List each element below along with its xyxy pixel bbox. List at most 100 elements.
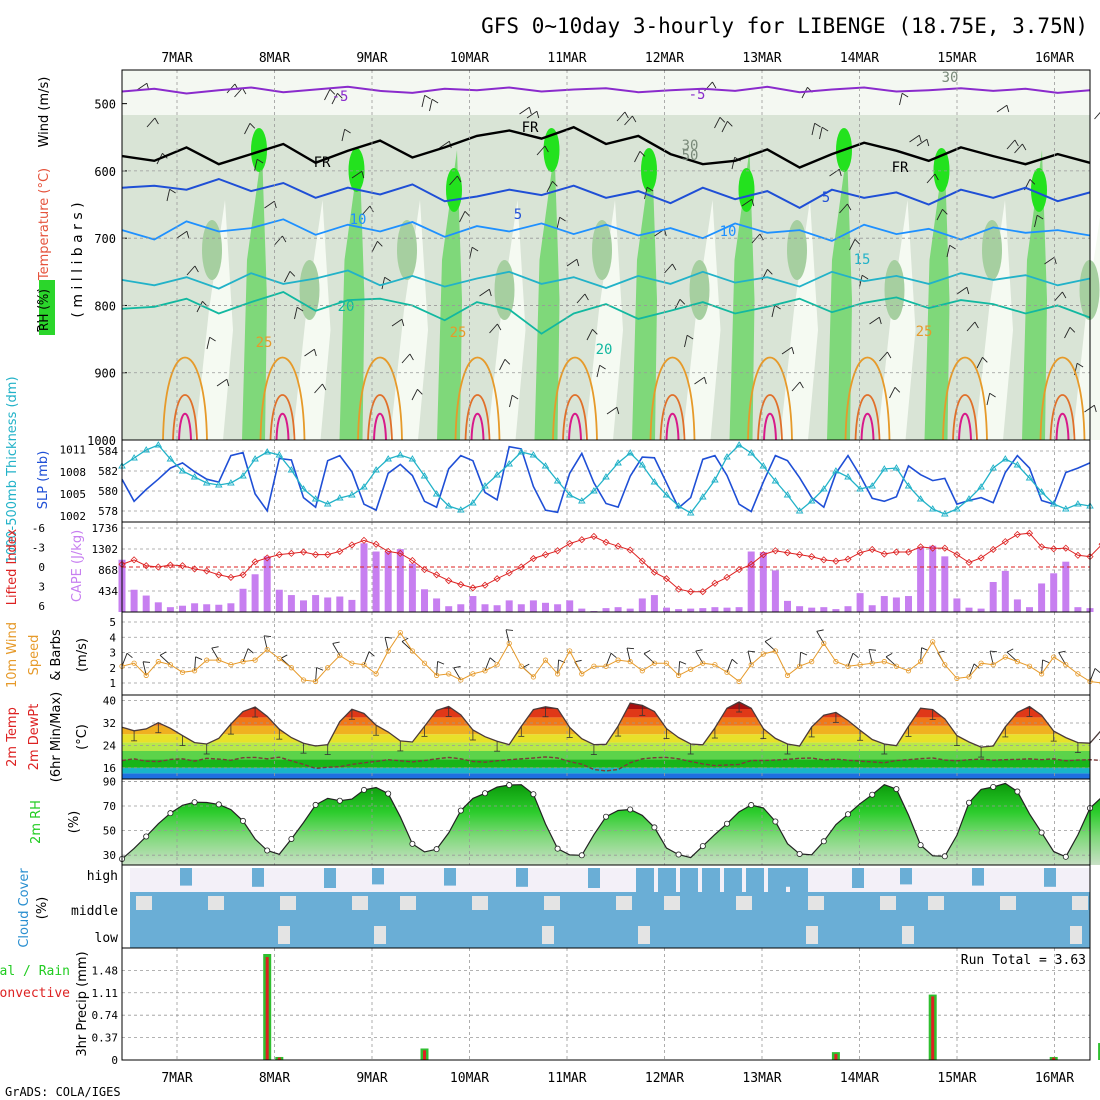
wind-barb <box>256 158 264 164</box>
lifted-index-point <box>457 580 465 589</box>
cape-bar <box>856 593 864 612</box>
wind-barb <box>791 381 801 392</box>
lifted-index-point <box>239 571 247 579</box>
cape-bar <box>578 608 586 612</box>
wind-barb <box>982 356 988 363</box>
wind-barb <box>632 115 637 123</box>
lifted-index-point <box>650 568 658 576</box>
cape-bar <box>372 551 380 612</box>
wind-speed-point <box>1002 654 1008 660</box>
wind-barb <box>166 189 171 202</box>
cloud-high-cell <box>658 868 676 892</box>
cloud-high-cell <box>324 868 336 888</box>
lifted-index-point <box>166 561 174 569</box>
wind-barb <box>634 151 641 163</box>
wind-barb <box>936 209 943 221</box>
isotherm-25 <box>649 356 696 441</box>
wind-speed-point <box>143 672 149 678</box>
cape-bar <box>989 582 997 612</box>
wind-barb <box>284 271 291 283</box>
lifted-index-point <box>880 550 888 558</box>
rh-point <box>578 852 585 859</box>
y-tick-label: 32 <box>103 717 116 730</box>
rh-point <box>1038 829 1045 836</box>
cape-bar <box>239 588 247 612</box>
wind-barb <box>546 181 553 193</box>
thickness-point <box>239 472 247 479</box>
cloud-mid-clear <box>472 896 488 910</box>
cape-bar <box>433 598 441 612</box>
rh-point <box>820 838 827 845</box>
ylabel-precip-unit: 3hr Precip (mm) <box>75 951 90 1056</box>
thickness-point <box>1037 488 1046 495</box>
wind-barb <box>437 660 445 665</box>
rh-point <box>239 817 246 824</box>
lifted-index-point <box>989 545 997 554</box>
wind-barb <box>759 233 764 241</box>
contour-label: 20 <box>338 299 355 315</box>
wind-barb <box>1006 105 1010 113</box>
y-tick-label: 1011 <box>60 444 87 457</box>
wind-barb <box>1014 139 1019 147</box>
wind-barb <box>509 395 513 408</box>
thickness-point <box>311 495 320 502</box>
thickness-point <box>287 466 296 473</box>
thickness-point <box>747 449 755 456</box>
thickness-point <box>844 473 852 480</box>
wind-barb <box>899 93 903 106</box>
wind-barb <box>1062 291 1067 299</box>
wind-barb <box>986 393 991 406</box>
wind-barb <box>861 274 869 280</box>
thickness-point <box>989 464 997 471</box>
wind-barb <box>351 170 363 179</box>
y-tick-label: 4 <box>109 631 116 644</box>
lifted-index-point <box>699 588 707 596</box>
isotherm-minus5 <box>121 85 1091 95</box>
contour-label: 5 <box>514 207 522 223</box>
thickness-point <box>457 506 465 513</box>
wind-speed-point <box>530 674 537 680</box>
rh-point <box>360 786 367 793</box>
wind-speed-point <box>325 665 331 671</box>
ylabel-rh-overlay: RH (%) <box>37 289 51 331</box>
thickness-point <box>880 465 889 472</box>
ylabel-cloud-unit: (%) <box>35 897 50 920</box>
isotherm-25 <box>357 356 403 441</box>
cape-bar <box>505 600 513 612</box>
wind-barb <box>731 658 738 665</box>
wind-speed-point <box>809 659 815 665</box>
wind-barb <box>727 120 733 127</box>
isotherm-5 <box>121 177 1091 210</box>
cape-bar <box>663 607 670 612</box>
wind-barb <box>576 259 580 267</box>
wind-barb <box>694 376 705 385</box>
wind-barb <box>471 246 479 252</box>
wind-barb <box>142 661 151 663</box>
contour-label: 10 <box>720 224 737 240</box>
wind-barb <box>879 351 888 362</box>
cloud-row-label: high <box>87 869 118 884</box>
cape-bar <box>445 606 453 612</box>
thickness-point <box>348 491 356 498</box>
lifted-index-point <box>578 536 586 544</box>
wind-barb <box>371 241 378 253</box>
wind-barb <box>489 657 496 663</box>
thickness-point <box>662 491 671 498</box>
isotherm-30 <box>464 394 491 441</box>
cape-bar <box>142 595 150 612</box>
wind-barb <box>505 629 514 631</box>
thickness-point <box>699 493 707 500</box>
cape-bar <box>614 607 622 612</box>
wind-barb <box>1058 650 1066 654</box>
top-date-label: 10MAR <box>450 51 489 66</box>
wind-barb <box>424 94 431 100</box>
wind-speed-point <box>905 668 912 674</box>
wind-barb <box>791 347 795 355</box>
cape-bar <box>554 604 562 612</box>
top-date-label: 15MAR <box>937 51 976 66</box>
cape-bar <box>638 598 646 612</box>
thickness-point <box>614 459 622 466</box>
lifted-index-point <box>263 554 271 562</box>
y-tick-label: -6 <box>32 522 45 535</box>
thickness-point <box>941 510 949 517</box>
